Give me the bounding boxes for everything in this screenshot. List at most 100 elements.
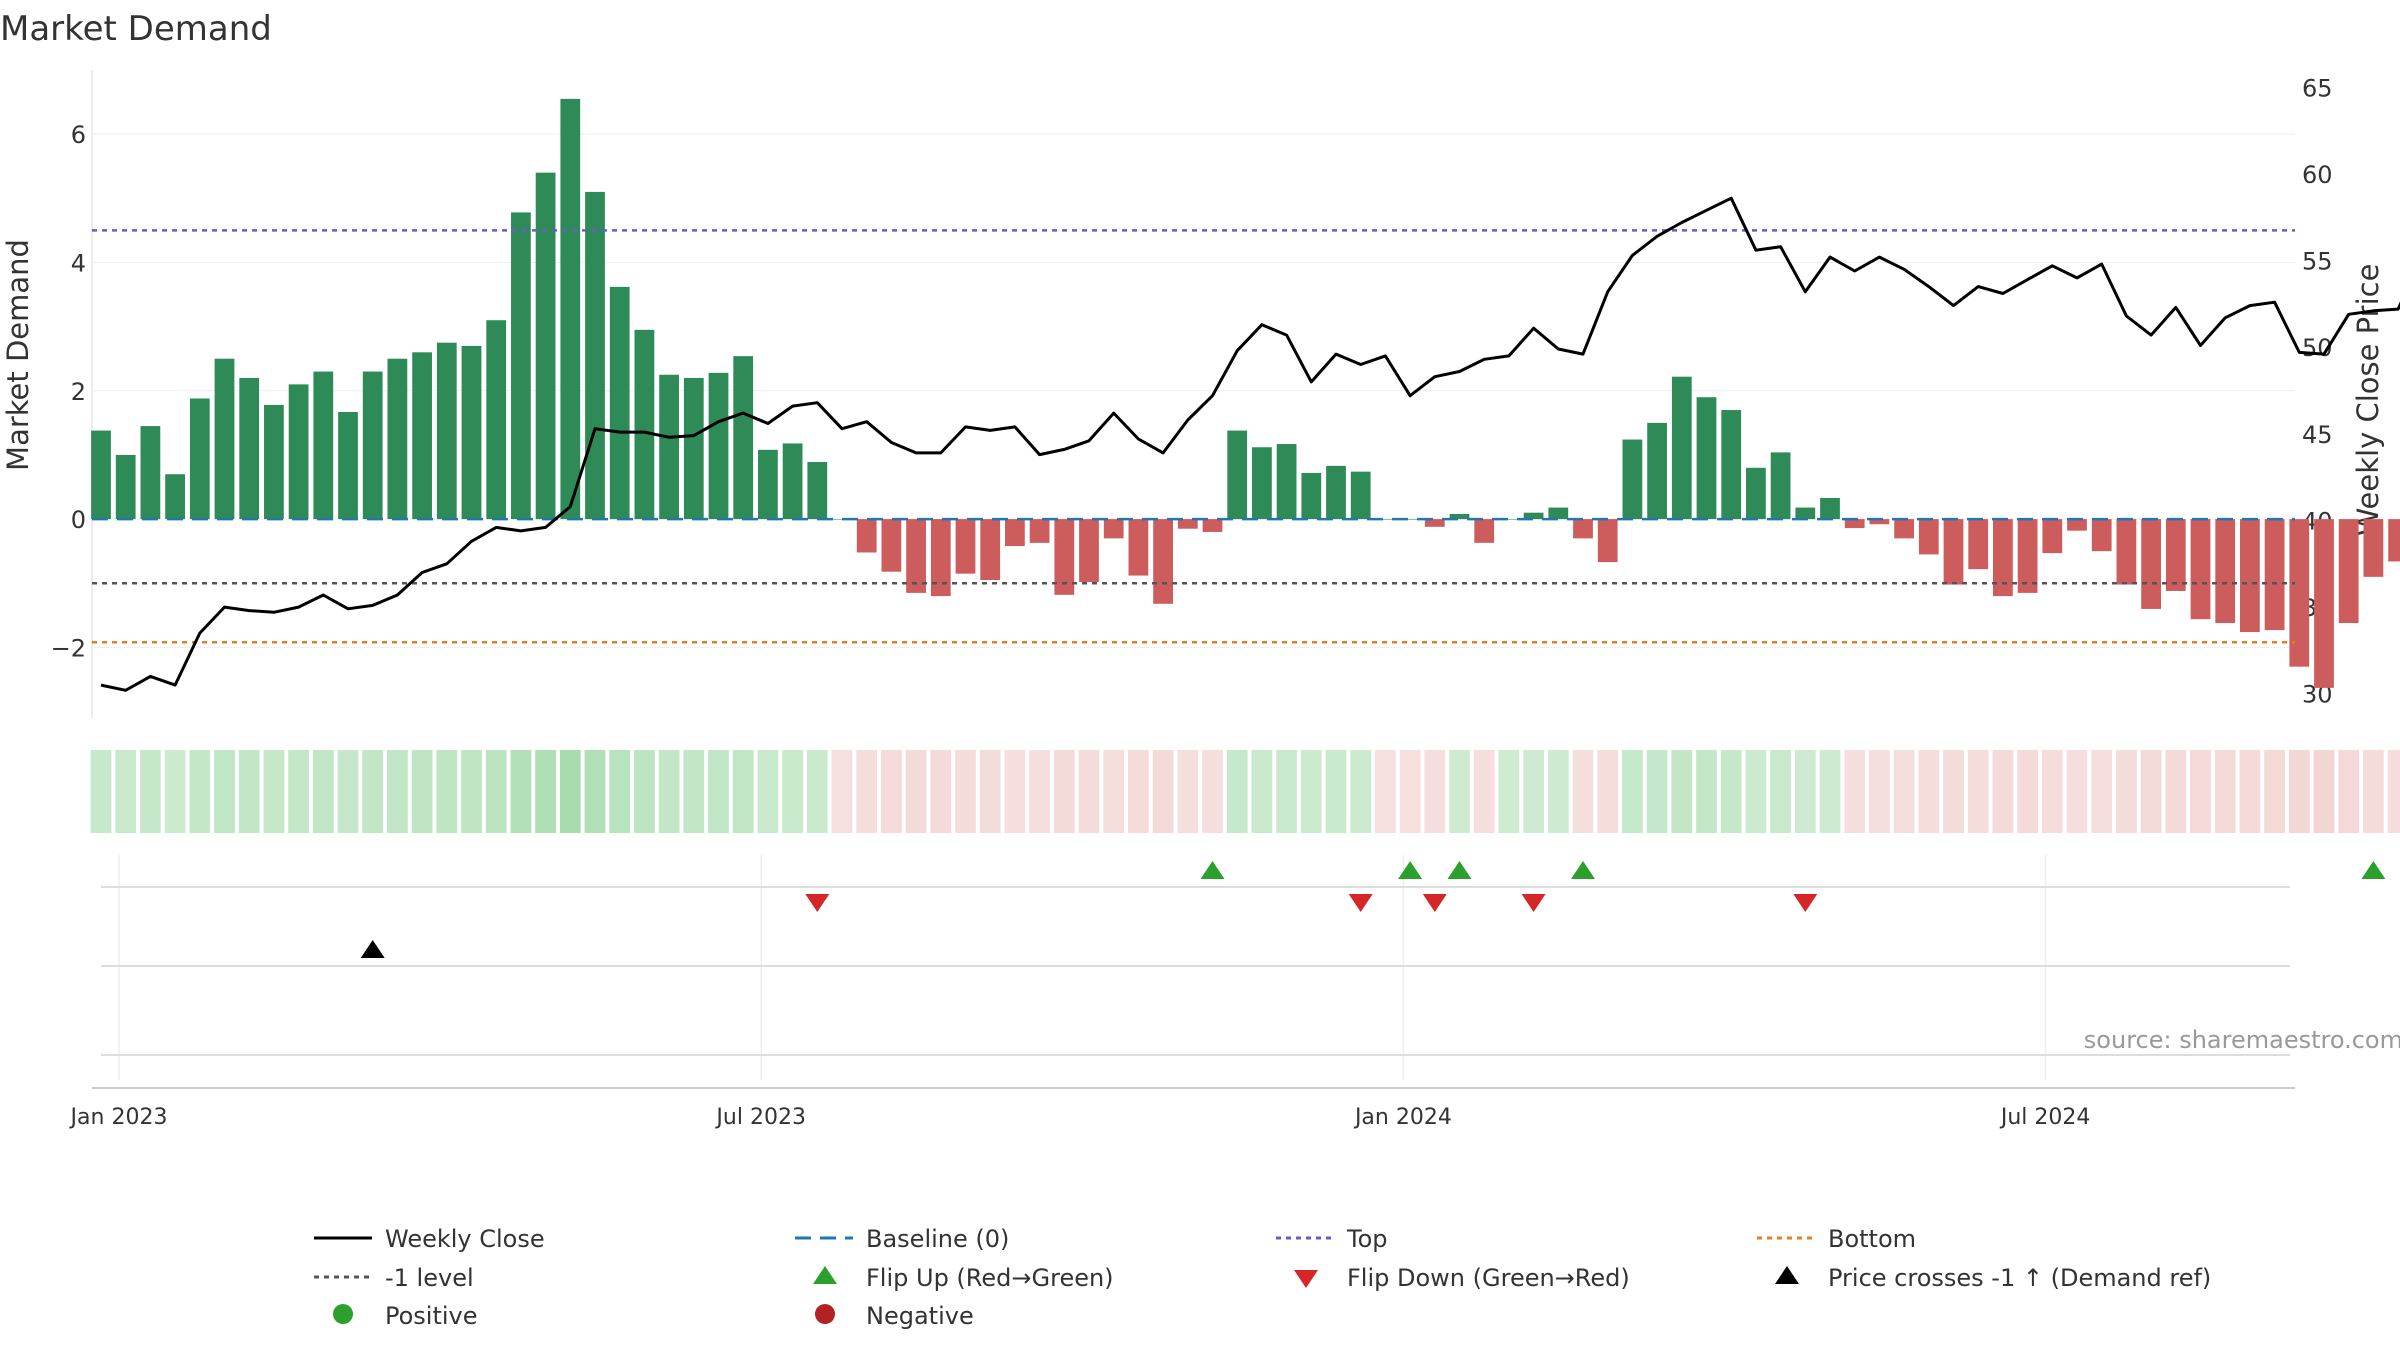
heat-cell <box>1696 750 1717 833</box>
flip-down-marker <box>1793 894 1818 912</box>
demand-bar <box>140 426 161 520</box>
demand-bar <box>1301 472 1322 520</box>
demand-bar <box>758 449 778 520</box>
heat-cell <box>2116 750 2137 833</box>
heat-cell <box>2313 750 2335 833</box>
heat-cell <box>1300 750 1322 833</box>
demand-bar <box>906 519 926 593</box>
heat-cell <box>312 750 334 833</box>
demand-bar <box>1597 519 1618 563</box>
demand-bar <box>1746 467 1766 520</box>
demand-bar <box>1400 519 1420 520</box>
demand-bar <box>486 320 507 520</box>
demand-bar <box>2141 519 2161 609</box>
legend-item-baseline: Baseline (0) <box>795 1225 1009 1253</box>
heat-cell <box>831 750 853 833</box>
demand-bar <box>91 430 111 520</box>
demand-bar <box>511 212 531 520</box>
demand-bar <box>856 519 877 553</box>
heat-cell <box>1671 750 1693 833</box>
demand-bar <box>1153 519 1173 604</box>
demand-bar <box>585 191 605 520</box>
demand-bar <box>2190 519 2211 620</box>
demand-bar <box>1227 430 1248 520</box>
heat-cell <box>238 750 260 833</box>
heat-cell <box>1177 750 1199 833</box>
y-tick-label: 6 <box>71 121 86 149</box>
heat-cell <box>782 750 803 833</box>
heat-cell <box>2214 750 2236 833</box>
heat-cell <box>115 750 137 833</box>
flip-down-marker <box>805 894 830 912</box>
legend-item-positive: Positive <box>333 1302 478 1330</box>
legend-item-flip-down: Flip Down (Green→Red) <box>1294 1264 1630 1292</box>
demand-bar <box>2240 519 2260 633</box>
legend-label-flip-down: Flip Down (Green→Red) <box>1347 1264 1630 1292</box>
demand-bar <box>115 454 136 520</box>
demand-bar <box>2264 519 2285 631</box>
heat-cell <box>2363 750 2384 833</box>
demand-bar <box>1326 465 1346 520</box>
demand-bar <box>313 371 334 520</box>
demand-bar <box>2116 519 2137 585</box>
demand-bar <box>1869 519 1890 525</box>
heat-cell <box>1622 750 1643 833</box>
demand-bar <box>1424 519 1445 527</box>
heat-cell <box>436 750 458 833</box>
y2-tick-label: 60 <box>2302 161 2333 189</box>
heat-cell <box>806 750 828 833</box>
demand-bar <box>1202 519 1223 532</box>
source-label: source: sharemaestro.com <box>2084 1026 2400 1054</box>
demand-bar <box>1350 471 1371 520</box>
y2-axis-label: Weekly Close Price <box>2351 264 2385 537</box>
demand-bar <box>807 462 828 520</box>
demand-bar <box>2338 519 2359 624</box>
heat-cell <box>979 750 1001 833</box>
demand-bar <box>338 411 358 520</box>
demand-bar <box>1770 452 1791 520</box>
demand-bar <box>1375 519 1396 520</box>
legend-swatch-negative <box>815 1304 835 1324</box>
demand-bar <box>264 404 284 520</box>
legend-label-positive: Positive <box>385 1302 478 1330</box>
demand-bar <box>1177 519 1198 529</box>
demand-bar <box>2314 519 2334 688</box>
demand-bar <box>1128 519 1149 576</box>
demand-bar <box>1647 422 1667 520</box>
flip-down-marker <box>1348 894 1373 912</box>
heat-cell <box>1053 750 1075 833</box>
y-axis-label: Market Demand <box>1 239 35 471</box>
demand-bar <box>214 358 235 520</box>
heat-cell <box>1276 750 1297 833</box>
flip-up-marker <box>1447 861 1472 879</box>
heat-cell <box>1646 750 1668 833</box>
legend-item-minus-one: -1 level <box>314 1264 474 1292</box>
heat-cell <box>1350 750 1372 833</box>
heat-cell <box>1251 750 1273 833</box>
heat-cell <box>1029 750 1050 833</box>
demand-bar <box>1499 519 1519 520</box>
demand-bar <box>708 372 729 520</box>
heat-cell <box>905 750 927 833</box>
heat-cell <box>658 750 680 833</box>
heat-cell <box>510 750 532 833</box>
legend-swatch-flip-up <box>813 1266 837 1284</box>
heat-cell <box>90 750 112 833</box>
heat-cell <box>1202 750 1223 833</box>
heat-cell <box>1745 750 1767 833</box>
heat-cell <box>1819 750 1841 833</box>
x-tick-label: Jan 2023 <box>69 1105 168 1130</box>
legend-item-weekly-close: Weekly Close <box>314 1225 545 1253</box>
y-tick-label: 4 <box>71 249 86 277</box>
demand-bar <box>1968 519 1989 570</box>
legend-label-negative: Negative <box>866 1302 974 1330</box>
demand-bar <box>2067 519 2087 531</box>
demand-bar <box>1993 519 2013 597</box>
demand-bar <box>189 398 210 520</box>
demand-bar <box>2165 519 2186 591</box>
heat-cell <box>535 750 556 833</box>
heat-cell <box>1967 750 1989 833</box>
heat-cell <box>930 750 952 833</box>
